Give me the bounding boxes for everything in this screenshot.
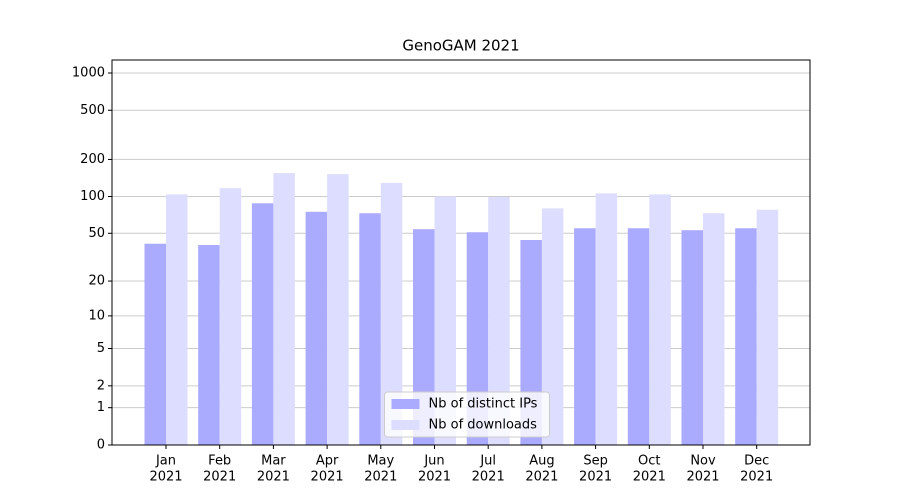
x-tick-label: Apr: [316, 454, 339, 469]
legend-swatch: [391, 420, 420, 430]
bar: [541, 208, 564, 445]
legend-swatch: [391, 399, 420, 409]
legend-box: [384, 391, 550, 438]
y-tick-label: 50: [88, 226, 105, 241]
x-tick-label: 2021: [364, 470, 397, 485]
bar: [380, 182, 403, 446]
x-tick-label: 2021: [579, 470, 612, 485]
x-tick-label: Sep: [583, 454, 608, 469]
y-tick-label: 200: [80, 152, 105, 167]
bar: [649, 194, 671, 445]
y-tick-label: 20: [88, 274, 105, 289]
x-tick-label: Aug: [529, 454, 554, 469]
x-tick-label: 2021: [203, 470, 236, 485]
bar: [198, 245, 220, 445]
x-tick-label: 2021: [740, 470, 773, 485]
x-tick-label: 2021: [257, 470, 290, 485]
bar: [166, 194, 188, 445]
x-tick-label: 2021: [525, 470, 558, 485]
bar: [735, 228, 757, 445]
x-tick-label: May: [367, 454, 394, 469]
x-tick-label: Jun: [423, 454, 444, 469]
bar: [359, 213, 381, 445]
plot-frame: [111, 59, 811, 446]
legend-label: Nb of downloads: [429, 418, 538, 433]
y-tick-label: 500: [80, 103, 105, 118]
bar: [574, 228, 596, 445]
bar: [327, 174, 349, 445]
bar: [305, 211, 328, 445]
bar: [627, 228, 650, 445]
x-tick-label: Nov: [690, 454, 716, 469]
bar: [681, 230, 703, 445]
bar: [144, 243, 166, 445]
bar: [434, 196, 456, 445]
legend-label: Nb of distinct IPs: [429, 397, 538, 412]
y-tick-label: 1000: [72, 65, 105, 80]
bar: [488, 197, 510, 445]
y-tick-label: 2: [97, 378, 105, 393]
x-tick-label: Feb: [208, 454, 231, 469]
x-tick-label: 2021: [311, 470, 344, 485]
y-tick-label: 0: [97, 438, 105, 453]
bar: [219, 188, 242, 445]
x-tick-label: 2021: [686, 470, 719, 485]
bar: [703, 213, 725, 445]
bar: [756, 209, 779, 445]
x-tick-label: 2021: [472, 470, 505, 485]
x-tick-label: Mar: [261, 454, 286, 469]
x-tick-label: Jan: [155, 454, 176, 469]
bar: [273, 173, 295, 445]
x-tick-label: 2021: [633, 470, 666, 485]
bar: [413, 229, 435, 445]
bar: [251, 203, 274, 445]
y-tick-label: 1: [97, 400, 105, 415]
x-tick-label: Oct: [638, 454, 660, 469]
chart-title: GenoGAM 2021: [402, 37, 519, 55]
y-tick-label: 5: [97, 341, 105, 356]
y-tick-label: 10: [88, 308, 105, 323]
x-tick-label: 2021: [149, 470, 182, 485]
y-tick-label: 100: [80, 189, 105, 204]
bar: [595, 193, 618, 445]
x-tick-label: Jul: [479, 454, 496, 469]
x-tick-label: 2021: [418, 470, 451, 485]
x-tick-label: Dec: [744, 454, 769, 469]
